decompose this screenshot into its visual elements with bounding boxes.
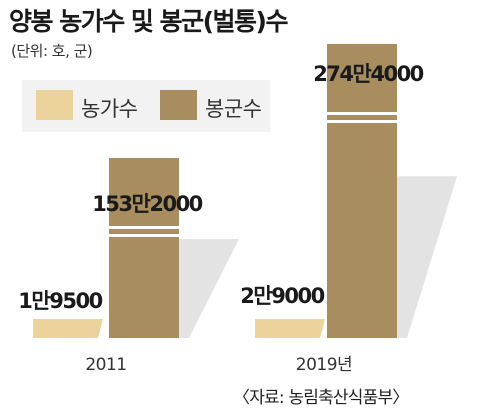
data-label-farms-2011: 1만9500 [18,289,102,313]
axis-break-2019-b [325,120,399,123]
axis-breaks [107,112,399,237]
data-label-farms-2019: 2만9000 [240,284,324,308]
category-label-2011: 2011 [85,355,126,375]
bar-colonies-2011 [109,158,179,338]
category-labels: 2011 2019년 [85,355,352,375]
axis-break-2011-b [107,234,181,237]
bar-shadow-2011 [179,239,239,338]
bar-shadows [179,176,457,338]
bar-farms-2019 [255,319,325,338]
bar-shadow-2019 [397,176,457,338]
axis-break-2019-a [325,112,399,115]
legend-label-colonies: 봉군수 [205,97,262,121]
legend-swatch-colonies [160,90,197,120]
bars [33,44,397,338]
legend-swatch-farms [36,90,73,120]
legend-label-farms: 농가수 [81,97,138,121]
bar-colonies-2019 [327,44,397,338]
source-note: 〈자료: 농림축산식품부〉 [233,388,409,408]
data-labels: 1만9500 153만2000 2만9000 274만4000 [18,62,425,313]
category-label-2019: 2019년 [296,355,352,375]
chart-title: 양봉 농가수 및 봉군(벌통)수 [9,7,288,36]
axis-break-2011-a [107,226,181,229]
data-label-colonies-2011: 153만2000 [92,192,202,216]
bar-farms-2011 [33,319,103,338]
data-label-colonies-2019: 274만4000 [313,62,423,86]
unit-label: (단위: 호, 군) [11,42,93,60]
chart-legend: 농가수 봉군수 [22,80,270,132]
